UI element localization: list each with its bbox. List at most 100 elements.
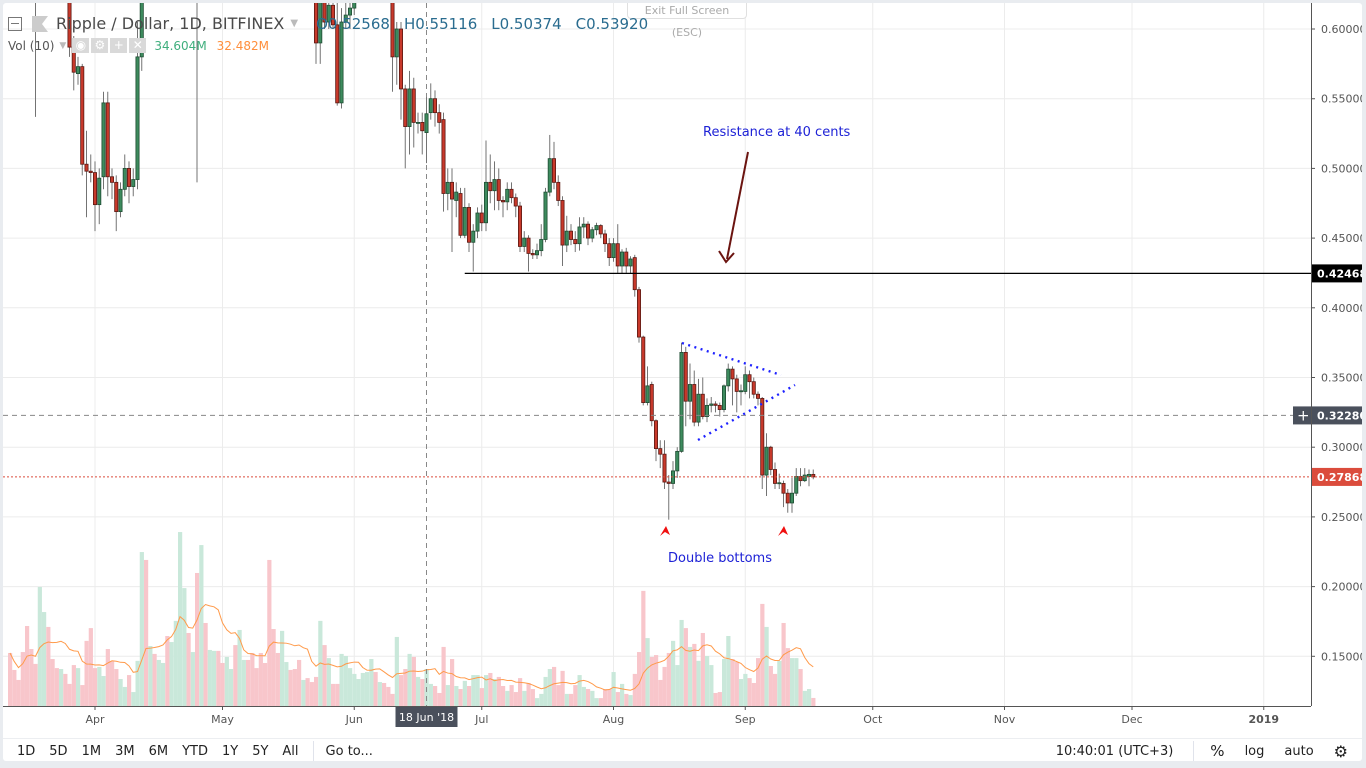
volume-bar	[739, 679, 744, 706]
candle	[632, 254, 637, 297]
candle-body	[790, 492, 795, 504]
gear-icon[interactable]: ⚙	[1333, 741, 1348, 761]
volume-bar	[127, 675, 132, 706]
plus-icon[interactable]: +	[110, 38, 128, 53]
price-chart[interactable]: 0.60000 0.55000 0.50000 0.45000 0.40000 0.350…	[3, 3, 1362, 738]
candle	[730, 366, 735, 406]
exit-fullscreen-button[interactable]: Exit Full Screen (ESC)	[627, 3, 747, 39]
volume-bar	[518, 678, 523, 706]
eye-icon[interactable]: ◉	[72, 38, 90, 53]
time-tick-label: 2019	[1248, 713, 1279, 726]
candle-body	[607, 243, 612, 259]
candle-body	[522, 237, 527, 247]
timeframe-1m[interactable]: 1M	[81, 743, 102, 759]
volume-bar	[641, 590, 646, 706]
volume-bar	[717, 692, 722, 706]
close-icon[interactable]: ✕	[129, 38, 147, 53]
volume-ma-line	[9, 603, 814, 691]
candle-body	[649, 384, 654, 422]
candle	[424, 97, 429, 164]
candle-body	[811, 473, 816, 478]
timeframe-6m[interactable]: 6M	[148, 743, 169, 759]
timeframe-1y[interactable]: 1Y	[221, 743, 239, 759]
volume-bar	[71, 665, 76, 706]
bottom-toolbar: 1D 5D 1M 3M 6M YTD 1Y 5Y All Go to... 10…	[3, 738, 1362, 761]
volume-bar	[224, 656, 229, 706]
candle-body	[415, 121, 420, 124]
candle	[611, 238, 616, 262]
candle	[594, 222, 599, 236]
candle	[394, 22, 399, 85]
candle	[781, 480, 786, 508]
candle-body	[330, 4, 335, 26]
candle-body	[751, 381, 756, 395]
volume-bar	[462, 680, 467, 706]
last-price-label-bg	[1312, 467, 1362, 486]
candle-body	[131, 179, 136, 187]
candle-body	[785, 492, 790, 504]
volume-bar	[178, 532, 183, 706]
candle-body	[80, 66, 85, 165]
goto-button[interactable]: Go to...	[325, 743, 373, 759]
timeframe-ytd[interactable]: YTD	[182, 743, 208, 759]
candle	[649, 381, 654, 427]
crosshair-date-label: 18 Jun '18	[399, 711, 454, 724]
chevron-down-icon[interactable]: ▼	[59, 40, 67, 51]
timeframe-5y[interactable]: 5Y	[252, 743, 269, 759]
candle	[492, 161, 497, 211]
auto-button[interactable]: auto	[1284, 743, 1314, 759]
volume-bar	[250, 652, 255, 706]
candle-body	[135, 56, 140, 180]
volume-indicator-label[interactable]: Vol (10)	[8, 38, 55, 53]
time-tick-label: Nov	[994, 713, 1016, 726]
candle-body	[318, 3, 323, 44]
volume-bar	[54, 668, 59, 706]
candle-body	[654, 420, 659, 449]
candle	[441, 112, 446, 212]
candle	[700, 377, 705, 420]
flag-icon[interactable]	[32, 15, 48, 32]
low-value: L0.50374	[491, 14, 562, 33]
candle-body	[343, 14, 348, 23]
volume-bar	[12, 669, 17, 706]
candle-body	[552, 158, 557, 183]
double-bottoms-annotation[interactable]: Double bottoms	[668, 551, 772, 566]
candle-body	[730, 368, 735, 380]
candle	[569, 224, 574, 246]
time-tick-label: Oct	[863, 713, 883, 726]
symbol-title[interactable]: Ripple / Dollar, 1D, BITFINEX	[56, 14, 285, 33]
volume-bar	[88, 628, 93, 706]
volume-bar	[730, 659, 735, 706]
log-button[interactable]: log	[1244, 743, 1265, 759]
volume-bar	[632, 673, 637, 706]
volume-bar	[773, 673, 778, 706]
clock[interactable]: 10:40:01 (UTC+3)	[1055, 743, 1174, 759]
candle-body	[560, 200, 565, 246]
percent-button[interactable]: %	[1210, 742, 1225, 760]
volume-bar	[148, 646, 153, 706]
gear-icon[interactable]: ⚙	[91, 38, 109, 53]
volume-bar	[556, 685, 561, 706]
timeframe-3m[interactable]: 3M	[115, 743, 135, 759]
chevron-down-icon[interactable]: ▼	[290, 18, 299, 29]
candle	[522, 231, 527, 253]
candle	[807, 469, 812, 487]
timeframe-1d[interactable]: 1D	[17, 743, 36, 759]
timeframe-5d[interactable]: 5D	[49, 743, 68, 759]
candle	[347, 3, 352, 29]
resistance-annotation[interactable]: Resistance at 40 cents	[703, 125, 851, 140]
candle-body	[679, 352, 684, 452]
candle	[713, 401, 718, 413]
volume-bar	[377, 682, 382, 706]
volume-bar	[343, 656, 348, 706]
volume-bar	[722, 659, 727, 706]
volume-bar	[764, 626, 769, 706]
candle-body	[505, 188, 510, 203]
volume-bar	[135, 660, 140, 706]
timeframe-all[interactable]: All	[282, 743, 299, 759]
volume-bar	[662, 666, 667, 706]
candle	[496, 168, 501, 211]
collapse-icon[interactable]	[8, 16, 22, 31]
volume-bar	[781, 622, 786, 706]
candle-body	[326, 4, 331, 23]
